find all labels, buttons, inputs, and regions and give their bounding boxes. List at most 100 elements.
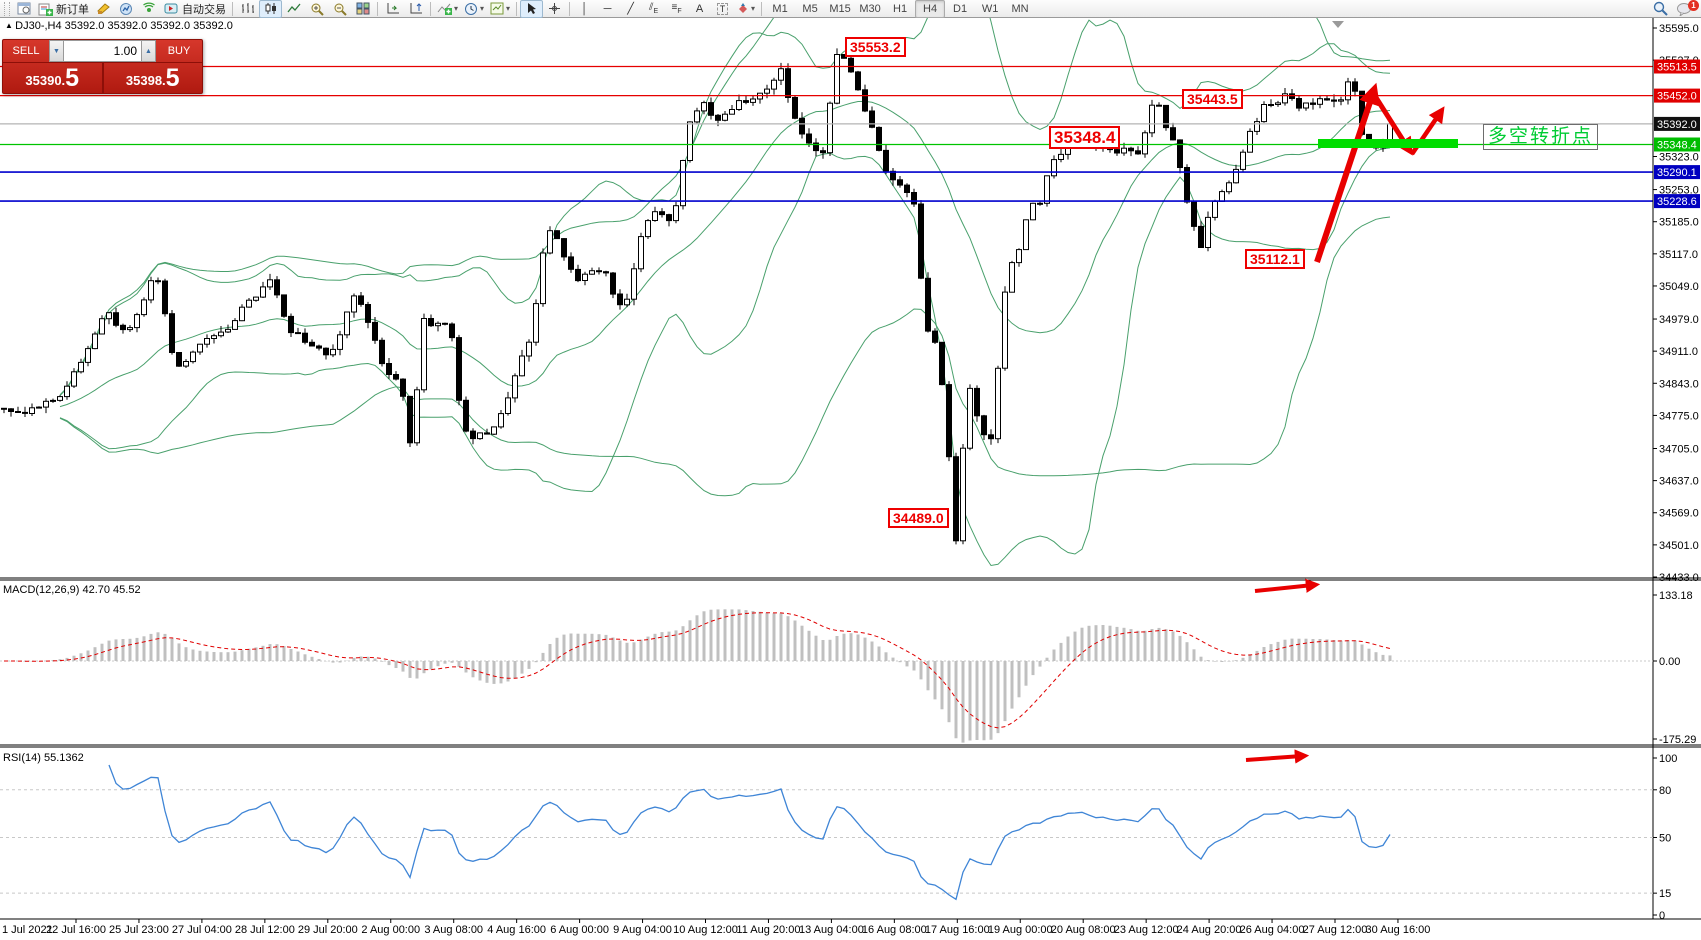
bollinger-middle	[59, 100, 1391, 408]
y-axis-tick: 35323.0	[1659, 152, 1699, 164]
macd-axis-tick: -175.29	[1659, 734, 1696, 746]
crosshair-tool[interactable]	[543, 0, 566, 18]
volume-decrease-button[interactable]: ▼	[49, 40, 64, 62]
new-order-button[interactable]: 新订单	[35, 0, 92, 18]
price-annotation[interactable]: 35112.1	[1245, 249, 1305, 269]
search-icon[interactable]	[1649, 0, 1672, 18]
dropdown-caret-icon: ▾	[506, 4, 511, 13]
chart-shift-marker[interactable]	[1332, 21, 1344, 28]
fibonacci-tool[interactable]: ≡F	[671, 2, 682, 15]
time-axis-label: 27 Aug 12:00	[1303, 924, 1368, 936]
price-badge-label: 35513.5	[1657, 62, 1697, 74]
support-highlight-bar[interactable]	[1318, 139, 1458, 148]
label-tool[interactable]: T	[711, 0, 734, 18]
toolbar-grip[interactable]	[4, 1, 10, 16]
timeframe-MN[interactable]: MN	[1011, 2, 1029, 15]
price-badge	[1654, 116, 1700, 131]
timeframe-M30[interactable]: M30	[859, 2, 881, 15]
y-axis-tick: 35185.0	[1659, 217, 1699, 229]
horizontal-line-tool[interactable]: ─	[603, 2, 612, 15]
volume-input[interactable]	[64, 41, 141, 61]
notifications-icon[interactable]: 1	[1672, 0, 1699, 18]
time-axis-label: 13 Aug 04:00	[799, 924, 864, 936]
zoom-in-icon[interactable]	[305, 0, 328, 18]
arrows-tool[interactable]: ▾	[734, 0, 758, 18]
trend-arrow[interactable]	[1254, 578, 1321, 593]
chart-window-icon[interactable]	[12, 0, 35, 18]
buy-price[interactable]: 35398. 5	[104, 63, 203, 93]
price-annotation[interactable]: 35348.4	[1049, 126, 1121, 149]
macd-signal-line	[4, 612, 1391, 729]
text-tool[interactable]: A	[688, 0, 711, 18]
cursor-tool[interactable]	[520, 0, 544, 18]
timeframe-M5[interactable]: M5	[802, 2, 818, 15]
chart-shift-icon[interactable]	[404, 0, 427, 18]
price-annotation[interactable]: 35553.2	[845, 37, 906, 57]
rsi-axis-tick: 50	[1659, 833, 1671, 845]
turning-point-label[interactable]: 多空转折点	[1483, 124, 1598, 150]
chart-title: ▲ DJ30-,H4 35392.0 35392.0 35392.0 35392…	[5, 20, 233, 32]
rsi-axis-tick: 100	[1659, 753, 1677, 765]
y-axis-tick: 34911.0	[1659, 346, 1698, 358]
vertical-line-tool[interactable]: │	[581, 2, 588, 15]
time-axis-label: 10 Aug 12:00	[673, 924, 738, 936]
styler-icon[interactable]	[92, 0, 115, 18]
dropdown-caret-icon: ▾	[751, 4, 756, 13]
periods-button[interactable]: ▾	[461, 0, 487, 18]
toolbar-separator	[430, 1, 431, 16]
trendline-tool[interactable]: ╱	[627, 3, 634, 15]
price-badge-label: 35228.6	[1657, 196, 1697, 208]
bollinger-upper	[59, 18, 1391, 396]
bollinger-outer-upper	[59, 18, 1391, 396]
signal-icon[interactable]	[138, 0, 161, 18]
rsi-line	[108, 764, 1391, 901]
collapse-triangle-icon[interactable]: ▲	[5, 21, 16, 30]
price-badge-label: 35452.0	[1657, 91, 1697, 103]
y-axis-tick: 34637.0	[1659, 476, 1699, 488]
sell-button[interactable]: SELL	[12, 45, 40, 57]
timeframe-W1[interactable]: W1	[981, 2, 999, 15]
indicators-add-button[interactable]: ▾	[434, 0, 461, 18]
toolbar-separator	[516, 1, 518, 16]
sell-price-main: 35390.	[25, 73, 66, 88]
price-badge	[1654, 137, 1700, 152]
bar-chart-type-icon[interactable]	[236, 0, 259, 18]
dropdown-caret-icon: ▾	[454, 4, 459, 13]
bollinger-outer-lower	[59, 216, 1391, 497]
price-annotation[interactable]: 35443.5	[1182, 89, 1243, 109]
line-chart-type-icon[interactable]	[282, 0, 305, 18]
auto-scroll-icon[interactable]	[381, 0, 404, 18]
candlestick-chart-type-icon[interactable]	[259, 0, 282, 18]
templates-button[interactable]: ▾	[487, 0, 513, 18]
timeframe-D1[interactable]: D1	[953, 2, 968, 15]
price-annotation[interactable]: 34489.0	[888, 508, 949, 528]
auto-trading-button[interactable]: 自动交易	[161, 0, 229, 18]
tile-windows-icon[interactable]	[351, 0, 374, 18]
sell-price-big-digit: 5	[65, 64, 80, 92]
time-axis-label: 30 Aug 16:00	[1366, 924, 1431, 936]
text-tool-label: A	[695, 2, 704, 15]
timeframe-M15[interactable]: M15	[829, 2, 851, 15]
time-axis-label: 17 Aug 16:00	[925, 924, 990, 936]
time-axis-label: 19 Aug 00:00	[988, 924, 1053, 936]
time-axis-label: 23 Aug 12:00	[1114, 924, 1179, 936]
chart-canvas[interactable]: 35595.035527.035323.035253.035185.035117…	[0, 18, 1701, 940]
time-axis-label: 29 Jul 20:00	[298, 924, 358, 936]
buy-button[interactable]: BUY	[167, 45, 191, 57]
time-axis-label: 22 Jul 16:00	[46, 924, 106, 936]
market-watch-icon[interactable]	[115, 0, 138, 18]
sell-price[interactable]: 35390. 5	[3, 63, 104, 93]
timeframe-H1[interactable]: H1	[893, 2, 908, 15]
y-axis-tick: 35049.0	[1659, 281, 1699, 293]
candles	[1, 48, 1393, 545]
zoom-out-icon[interactable]	[328, 0, 351, 18]
trend-arrow[interactable]	[1245, 749, 1310, 764]
trend-arrow[interactable]	[1314, 82, 1380, 263]
auto-trading-label: 自动交易	[182, 3, 226, 16]
main-toolbar: 新订单 自动交易	[0, 0, 1701, 18]
equidistant-channel-tool[interactable]: ⫽E	[648, 2, 659, 15]
timeframe-H4[interactable]: H4	[915, 0, 946, 18]
rsi-axis-tick: 15	[1659, 888, 1671, 900]
timeframe-M1[interactable]: M1	[772, 2, 788, 15]
volume-increase-button[interactable]: ▲	[141, 40, 156, 62]
